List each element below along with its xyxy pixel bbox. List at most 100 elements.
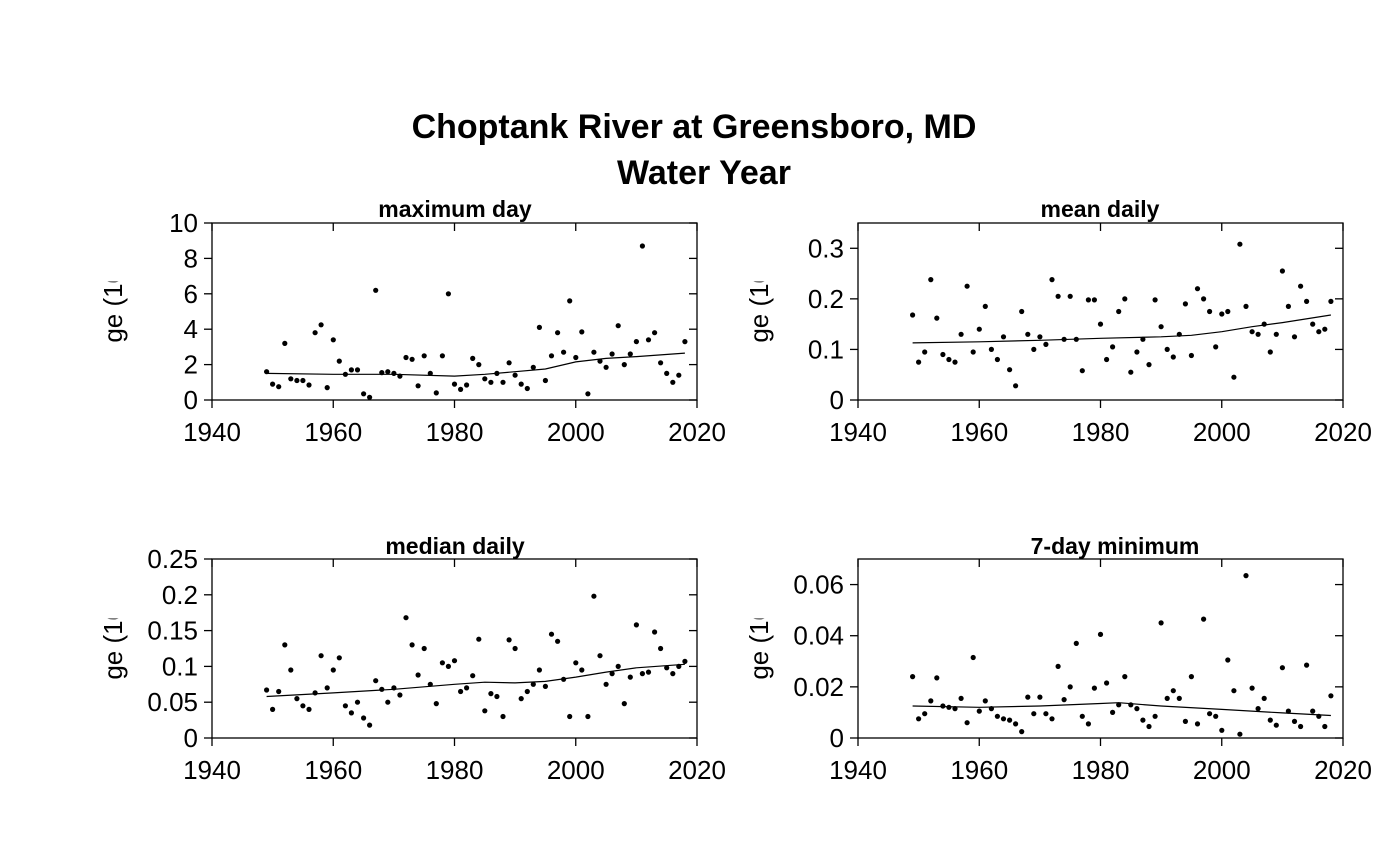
x-tick-label: 1980: [426, 417, 484, 447]
data-point: [1019, 729, 1025, 735]
data-point: [306, 706, 312, 713]
data-point: [1170, 354, 1176, 360]
x-tick-label: 1980: [1072, 417, 1130, 447]
data-point: [1085, 297, 1091, 303]
data-point: [1110, 344, 1116, 350]
x-tick-label: 1960: [304, 417, 362, 447]
data-point: [1285, 708, 1291, 714]
data-point: [1104, 356, 1110, 363]
data-point: [288, 376, 294, 382]
data-point: [1116, 308, 1122, 315]
data-point: [1310, 708, 1316, 714]
data-point: [264, 687, 270, 693]
data-point: [1176, 695, 1182, 702]
y-tick-label: 0.06: [793, 570, 844, 600]
data-point: [1158, 620, 1164, 626]
data-point: [415, 672, 421, 678]
data-point: [294, 696, 300, 702]
data-point: [1298, 283, 1304, 289]
data-point: [573, 660, 579, 666]
data-point: [1007, 367, 1013, 373]
data-point: [934, 675, 940, 681]
data-point: [494, 693, 500, 700]
data-point: [585, 391, 591, 397]
data-point: [1182, 718, 1188, 725]
data-point: [282, 340, 288, 346]
data-point: [1291, 718, 1298, 725]
plot-frame: [857, 222, 1344, 401]
y-tick-label: 0: [830, 385, 844, 415]
data-point: [1061, 697, 1067, 703]
data-point: [670, 379, 676, 385]
data-point: [561, 676, 567, 682]
y-tick-label: 2: [184, 350, 198, 380]
data-point: [1304, 298, 1310, 304]
data-point: [512, 645, 518, 652]
data-point: [409, 356, 415, 362]
data-point: [1140, 717, 1146, 723]
data-point: [324, 385, 330, 391]
data-point: [1255, 331, 1261, 337]
data-point: [958, 331, 964, 337]
data-point: [603, 681, 609, 687]
data-point: [276, 384, 282, 390]
x-tick-label: 2000: [547, 755, 605, 785]
data-point: [952, 359, 958, 365]
data-point: [633, 622, 640, 628]
data-point: [482, 376, 488, 382]
data-point: [403, 615, 409, 621]
data-point: [1243, 573, 1249, 579]
data-point: [536, 324, 543, 330]
data-point: [361, 715, 367, 721]
data-point: [1152, 713, 1158, 719]
x-tick-label: 1960: [950, 755, 1008, 785]
data-point: [639, 671, 646, 677]
data-point: [385, 369, 391, 375]
data-point: [536, 667, 543, 673]
y-axis-label: Discharge (103ft3 / s): [742, 529, 774, 768]
data-point: [1128, 702, 1134, 708]
data-point: [336, 655, 342, 661]
panels: maximum day 1940 1960 1980 2000 2020 0 2 4 6 8 10 Di…: [98, 196, 1372, 785]
data-point: [354, 367, 361, 373]
trend-line: [912, 314, 1331, 344]
data-point: [1188, 352, 1194, 359]
data-point: [1322, 723, 1328, 730]
trend-line: [912, 702, 1331, 717]
data-point: [1055, 293, 1061, 299]
data-point: [1061, 336, 1067, 342]
data-point: [1291, 334, 1298, 340]
data-point: [1019, 308, 1025, 315]
data-point: [567, 298, 573, 304]
data-point: [1237, 241, 1243, 247]
data-point: [1207, 308, 1213, 315]
data-point: [1243, 303, 1249, 309]
y-tick-label: 0.04: [793, 621, 844, 651]
data-point: [433, 390, 439, 396]
data-point: [970, 349, 976, 355]
data-point: [1146, 362, 1152, 368]
y-tick-label: 0.15: [147, 616, 198, 646]
data-point: [439, 353, 445, 359]
data-point: [451, 381, 458, 387]
data-point: [542, 377, 549, 384]
data-point: [1213, 344, 1219, 350]
data-point: [1201, 296, 1207, 302]
data-point: [652, 330, 658, 336]
data-point: [342, 703, 348, 709]
data-point: [270, 381, 276, 387]
data-point: [1231, 688, 1237, 694]
data-point: [1073, 336, 1079, 342]
y-tick-label: 0: [184, 723, 198, 753]
data-point: [609, 671, 615, 677]
data-point: [922, 711, 928, 717]
data-point: [645, 669, 652, 675]
data-point: [970, 654, 976, 661]
data-point: [916, 359, 922, 365]
data-point: [330, 337, 336, 343]
x-tick-label: 2020: [1314, 755, 1372, 785]
x-tick-label: 1980: [1072, 755, 1130, 785]
data-point: [367, 722, 373, 728]
data-point: [994, 713, 1001, 719]
plot-frame: [211, 558, 698, 739]
